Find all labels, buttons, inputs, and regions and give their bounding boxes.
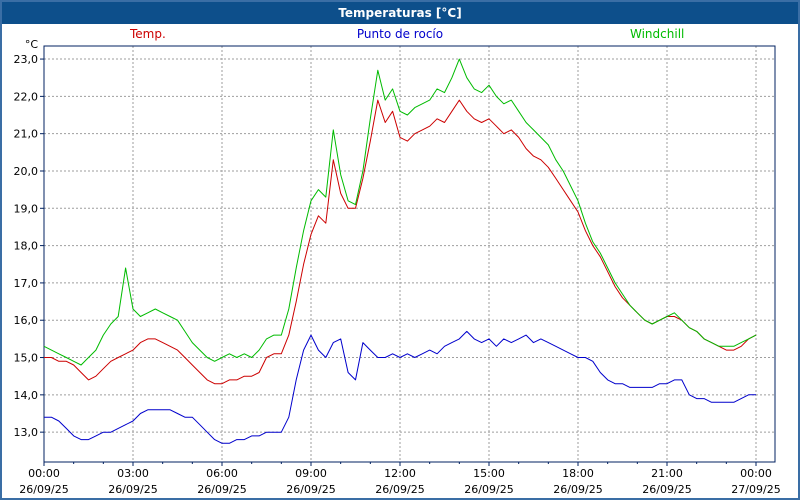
svg-text:26/09/25: 26/09/25 [19, 483, 68, 496]
svg-text:09:00: 09:00 [295, 467, 327, 480]
svg-text:13,0: 13,0 [14, 426, 39, 439]
legend-windchill-label: Windchill [630, 27, 685, 41]
chart-title: Temperaturas [°C] [338, 6, 462, 20]
legend-dewpoint-label: Punto de rocío [356, 27, 444, 41]
svg-text:18:00: 18:00 [562, 467, 594, 480]
svg-text:22,0: 22,0 [14, 90, 39, 103]
svg-text:17,0: 17,0 [14, 277, 39, 290]
svg-text:26/09/25: 26/09/25 [108, 483, 157, 496]
svg-text:26/09/25: 26/09/25 [553, 483, 602, 496]
series-line-punto-de-roc-o [44, 330, 756, 444]
svg-text:18,0: 18,0 [14, 240, 39, 253]
svg-text:03:00: 03:00 [117, 467, 149, 480]
svg-text:12:00: 12:00 [384, 467, 416, 480]
chart-legend: Temp. Punto de rocío Windchill [2, 27, 798, 43]
svg-text:26/09/25: 26/09/25 [286, 483, 335, 496]
svg-text:21,0: 21,0 [14, 128, 39, 141]
svg-text:26/09/25: 26/09/25 [642, 483, 691, 496]
x-axis-labels: 00:00 26/09/25 03:00 26/09/25 06:00 26/09/25 0… [19, 467, 780, 496]
y-axis-labels: 23,0 22,0 21,0 20,0 19,0 18,0 17,0 16,0 15,0 14,0… [14, 38, 39, 439]
y-axis-unit: °C [25, 38, 39, 51]
svg-text:21:00: 21:00 [651, 467, 683, 480]
svg-text:26/09/25: 26/09/25 [197, 483, 246, 496]
svg-text:26/09/25: 26/09/25 [464, 483, 513, 496]
svg-text:15:00: 15:00 [473, 467, 505, 480]
plot-border [43, 45, 776, 463]
legend-temp-label: Temp. [130, 27, 166, 41]
svg-text:20,0: 20,0 [14, 165, 39, 178]
gridlines [44, 46, 775, 462]
svg-text:14,0: 14,0 [14, 389, 39, 402]
svg-text:27/09/25: 27/09/25 [731, 483, 780, 496]
svg-text:16,0: 16,0 [14, 314, 39, 327]
svg-text:19,0: 19,0 [14, 202, 39, 215]
svg-text:06:00: 06:00 [206, 467, 238, 480]
svg-text:00:00: 00:00 [740, 467, 772, 480]
series-line-windchill [43, 58, 757, 366]
svg-text:23,0: 23,0 [14, 53, 39, 66]
svg-text:26/09/25: 26/09/25 [375, 483, 424, 496]
chart-title-bar: Temperaturas [°C] [2, 2, 798, 24]
svg-text:15,0: 15,0 [14, 352, 39, 365]
chart-plot-area: 23,0 22,0 21,0 20,0 19,0 18,0 17,0 16,0 15,0 14,0… [2, 24, 798, 498]
svg-text:00:00: 00:00 [28, 467, 60, 480]
chart-svg: 23,0 22,0 21,0 20,0 19,0 18,0 17,0 16,0 15,0 14,0… [14, 38, 781, 496]
tick-marks [40, 58, 757, 466]
